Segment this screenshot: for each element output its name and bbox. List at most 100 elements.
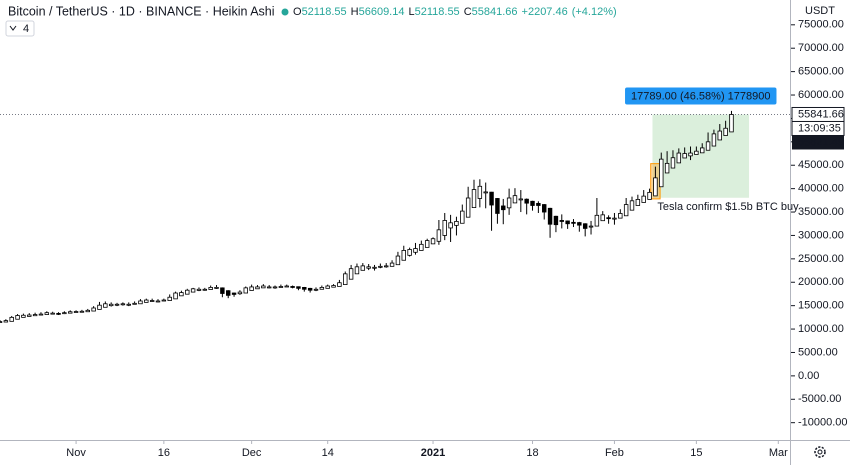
axes: -10000.00 -5000.00 0.00 5000.00 10000.00 1500… <box>66 19 847 459</box>
candle-body <box>495 198 500 214</box>
indicator-count: 4 <box>23 23 29 35</box>
candle-body <box>623 204 629 217</box>
candle-body <box>506 197 512 209</box>
y-tick-label: 5000.00 <box>798 346 838 358</box>
x-tick-label: 18 <box>526 447 538 459</box>
candle-body <box>518 198 524 201</box>
ohlc-value: 52118.55 <box>415 6 460 18</box>
y-tick-label: 10000.00 <box>798 323 844 335</box>
candle-body <box>0 321 3 323</box>
candle-body <box>266 286 272 289</box>
indicator-badge[interactable]: 4 <box>5 20 35 37</box>
candle-body <box>524 198 529 204</box>
ohlc-value: 55841.66 <box>472 6 518 18</box>
candle-body <box>3 320 9 323</box>
candle-body <box>424 240 430 248</box>
candle-body <box>85 309 90 313</box>
last-price-label: 55841.66 <box>798 108 844 120</box>
candle-body <box>565 220 570 225</box>
candle-body <box>149 300 155 302</box>
ohlc-label: H <box>351 6 359 18</box>
candle-body <box>97 304 102 310</box>
y-tick-label: 75000.00 <box>798 19 844 31</box>
candle-body <box>155 300 161 303</box>
price-line-2-box <box>792 135 844 150</box>
candle-body <box>255 286 260 290</box>
candle-body <box>384 265 389 268</box>
candle-body <box>600 214 605 222</box>
candle-body <box>723 127 728 136</box>
candle-body <box>659 158 664 188</box>
candle-body <box>21 314 26 318</box>
change-percent: (+4.12%) <box>572 6 617 18</box>
candle-body <box>606 217 611 220</box>
ohlc-value: 52118.55 <box>302 6 347 18</box>
candle-body <box>79 310 85 313</box>
candle-body <box>705 141 711 151</box>
candle-body <box>477 185 483 199</box>
candle-body <box>296 286 301 289</box>
badge-box[interactable] <box>5 20 35 37</box>
candle-body <box>360 265 366 271</box>
candle-body <box>501 205 506 211</box>
candle-body <box>571 221 576 224</box>
candle-body <box>91 307 96 312</box>
x-tick-label: 2021 <box>421 447 445 459</box>
candle-body <box>641 195 646 203</box>
candle-body <box>120 303 126 306</box>
candle-body <box>512 195 518 204</box>
candle-body <box>243 287 248 294</box>
currency-label: USDT <box>805 5 835 17</box>
candle-body <box>50 312 55 315</box>
y-tick-label: 15000.00 <box>798 300 844 312</box>
plot-area <box>0 110 790 323</box>
x-tick-label: 16 <box>158 447 170 459</box>
candle-body <box>682 153 687 159</box>
ohlc-label: L <box>408 6 414 18</box>
candle-body <box>700 147 705 154</box>
candle-body <box>559 220 564 222</box>
change-value: +2207.46 <box>522 6 568 18</box>
candle-body <box>103 303 108 308</box>
candle-body <box>664 162 670 174</box>
candle-body <box>465 197 471 218</box>
y-tick-label: 70000.00 <box>798 42 844 54</box>
gear-outer[interactable] <box>814 446 826 458</box>
candle-body <box>167 296 172 301</box>
x-tick-label: Feb <box>605 447 624 459</box>
candle-body <box>208 287 213 290</box>
candle-body <box>214 287 219 289</box>
candle-body <box>717 130 722 141</box>
candle-body <box>389 262 395 267</box>
candle-body <box>196 288 202 291</box>
x-tick-label: 15 <box>690 447 702 459</box>
candle-body <box>144 299 149 303</box>
candle-body <box>220 287 225 294</box>
candle-body <box>588 225 594 228</box>
y-tick-label: -5000.00 <box>798 393 841 405</box>
candle-body <box>366 266 371 269</box>
price-line-2-label: 55821.49 <box>798 136 844 148</box>
candle-body <box>401 250 406 261</box>
candle-body <box>612 217 617 220</box>
candle-body <box>313 288 319 291</box>
candle-body <box>729 114 734 133</box>
candle-body <box>249 286 254 291</box>
x-tick-label: Dec <box>242 447 262 459</box>
candle-body <box>536 202 541 206</box>
candle-body <box>372 266 377 269</box>
candle-body <box>436 229 442 242</box>
candle-body <box>284 285 289 288</box>
candle-body <box>348 268 354 280</box>
candle-body <box>272 286 278 289</box>
candle-body <box>419 243 424 251</box>
candle-body <box>261 285 266 289</box>
settings-icon[interactable] <box>814 446 826 458</box>
candle-body <box>331 285 336 288</box>
x-tick-label: Nov <box>66 447 86 459</box>
candle-body <box>618 213 623 219</box>
candle-body <box>325 285 330 289</box>
candle-body <box>27 314 32 317</box>
candle-body <box>302 287 307 290</box>
